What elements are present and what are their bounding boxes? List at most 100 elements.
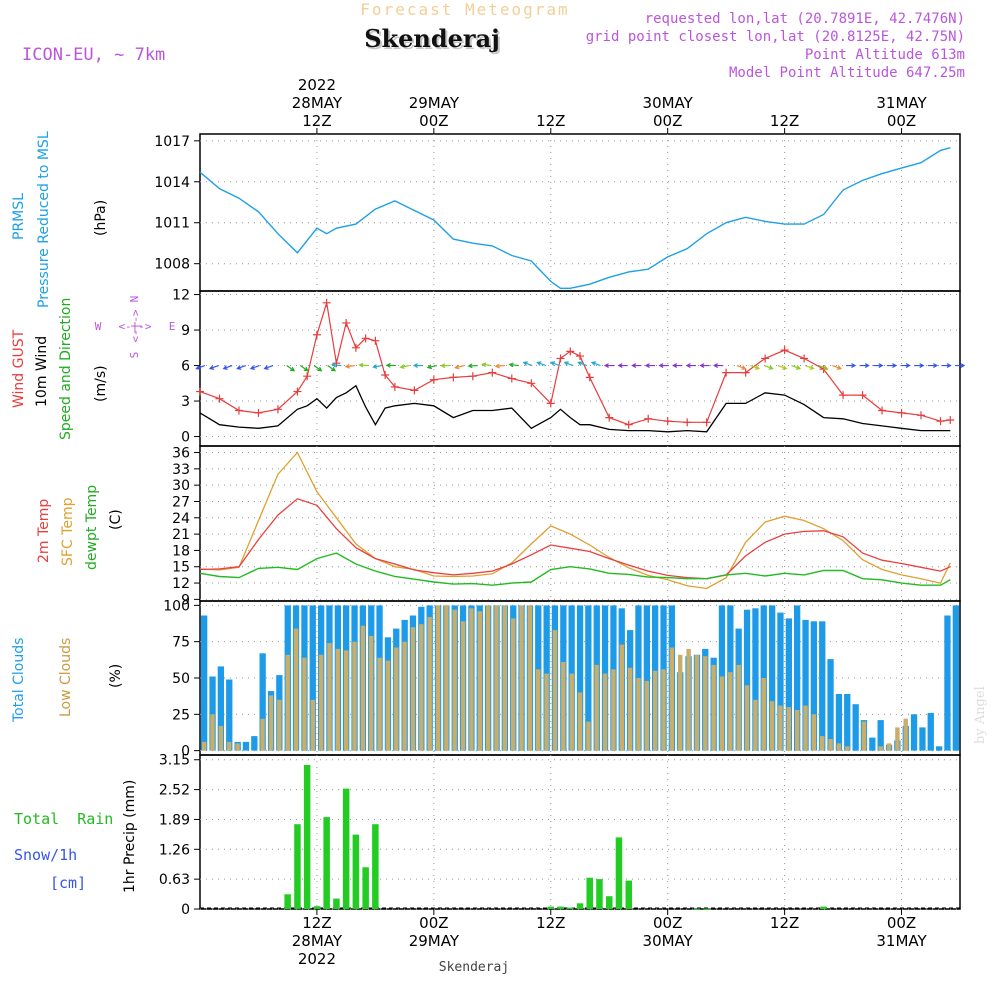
low-clouds-bar: [778, 705, 783, 751]
low-clouds-bar: [820, 736, 825, 751]
clouds-panel: 0 25 50 75 100: [163, 598, 961, 760]
wind-gust-marker: [371, 336, 380, 345]
wind-direction-arrow: [832, 364, 842, 370]
total-clouds-bar: [785, 618, 792, 751]
total-clouds-bar: [927, 712, 934, 751]
low-clouds-bar: [728, 672, 733, 751]
total-clouds-bar: [919, 727, 926, 751]
total-clouds-bar: [226, 679, 233, 751]
low-clouds-bar: [861, 721, 867, 751]
low-clouds-bar: [644, 680, 649, 751]
low-clouds-bar: [318, 654, 324, 751]
wind-gust-marker: [361, 334, 370, 343]
wind-ytick-label: 9: [181, 323, 190, 339]
wind-gust-marker: [507, 374, 516, 383]
rain-bar: [567, 907, 574, 909]
location-title: Skenderaj: [366, 26, 502, 55]
low-clouds-bar: [886, 743, 892, 751]
precip-frame: [199, 754, 961, 910]
wind-gust-marker: [351, 343, 360, 352]
precip-snow-unit: [cm]: [50, 874, 86, 892]
low-clouds-bar: [502, 605, 507, 751]
wind-direction-arrow: [818, 364, 829, 370]
wind-direction-arrow: [236, 364, 247, 370]
low-clouds-bar: [602, 673, 608, 751]
wind-gust-marker: [381, 371, 390, 380]
low-clouds-bar: [803, 705, 808, 751]
rain-bar: [333, 898, 340, 909]
precip-rain-title: Total Rain: [14, 810, 113, 828]
low-clouds-bar: [661, 669, 666, 751]
wind-direction-arrow: [508, 362, 519, 368]
low-clouds-bar: [310, 699, 315, 751]
wind-ytick-label: 6: [181, 359, 190, 375]
point-altitude: Point Altitude 613m: [805, 47, 965, 63]
top-axis-label: 28MAY: [292, 94, 343, 112]
precip-ytick-label: 2.52: [159, 783, 190, 799]
wind-direction-arrow: [590, 361, 601, 367]
wind-gust-marker: [683, 418, 692, 427]
temp-2m-line: [199, 498, 951, 580]
wind-gust-marker: [858, 391, 867, 400]
wind-gust-marker: [254, 408, 263, 417]
low-clouds-bar: [678, 654, 683, 751]
wind-gust-marker: [761, 354, 770, 363]
precip-ytick-label: 1.89: [159, 812, 190, 828]
clouds-unit: (%): [108, 664, 124, 688]
clouds-ytick-label: 50: [172, 671, 190, 687]
wind-ytick-label: 12: [172, 288, 190, 304]
wind-direction-arrow: [399, 364, 410, 370]
bottom-axis-label: 12Z: [302, 914, 331, 932]
low-clouds-bar: [452, 609, 457, 751]
pressure-ytick-label: 1011: [154, 216, 190, 232]
temp-unit: (C): [108, 509, 124, 530]
low-clouds-bar: [761, 678, 766, 751]
bottom-axis-label: 30MAY: [643, 932, 694, 950]
rain-bar: [294, 824, 301, 909]
wind-gust-marker: [429, 375, 438, 384]
total-clouds-bar: [769, 605, 776, 751]
rain-bar: [615, 837, 623, 909]
low-clouds-bar: [277, 699, 282, 751]
wind-direction-arrow: [327, 365, 337, 372]
wind-frame: [199, 290, 961, 447]
precip-snow-title: Snow/1h: [14, 846, 77, 864]
wind-direction-arrow: [804, 364, 815, 370]
low-clouds-bar: [711, 664, 716, 751]
top-axis-label: 29MAY: [409, 94, 460, 112]
low-clouds-bar: [360, 625, 366, 751]
total-clouds-bar: [802, 619, 809, 751]
wind-gust-marker: [322, 298, 331, 307]
top-axis-label: 12Z: [302, 112, 331, 130]
temp-dew-title: dewpt Temp: [84, 485, 100, 570]
low-clouds-bar: [293, 628, 299, 751]
gridpoint-coords: grid point closest lon,lat (20.8125E, 42…: [586, 29, 965, 45]
wind-direction-arrow: [955, 363, 966, 368]
wind-direction-arrow: [859, 363, 870, 368]
wind-direction-arrow: [658, 363, 669, 368]
wind-direction-arrow: [313, 365, 323, 372]
low-clouds-bar: [285, 654, 290, 751]
compass-e: E: [169, 320, 176, 333]
wind-direction-arrow: [426, 364, 437, 370]
wind-direction-arrow: [549, 361, 560, 367]
compass-w: W: [95, 320, 102, 333]
pressure-panel: 1008 1011 1014 1017: [154, 133, 961, 292]
low-clouds-bar: [769, 701, 775, 751]
wind-gust-marker: [303, 372, 312, 381]
low-clouds-bar: [402, 641, 407, 751]
wind-direction-arrow: [195, 364, 206, 370]
top-axis-label: 00Z: [419, 112, 448, 130]
low-clouds-bar: [352, 641, 357, 751]
low-clouds-bar: [653, 670, 658, 751]
total-clouds-bar: [952, 605, 959, 751]
wind-gust-marker: [800, 354, 809, 363]
wind-gust-marker: [624, 420, 633, 429]
bottom-axis-label: 00Z: [653, 914, 682, 932]
low-clouds-bar: [427, 617, 432, 751]
total-clouds-bar: [844, 694, 851, 751]
rain-bar: [820, 906, 827, 909]
wind-direction-arrow: [617, 363, 628, 368]
low-clouds-bar: [753, 699, 758, 751]
